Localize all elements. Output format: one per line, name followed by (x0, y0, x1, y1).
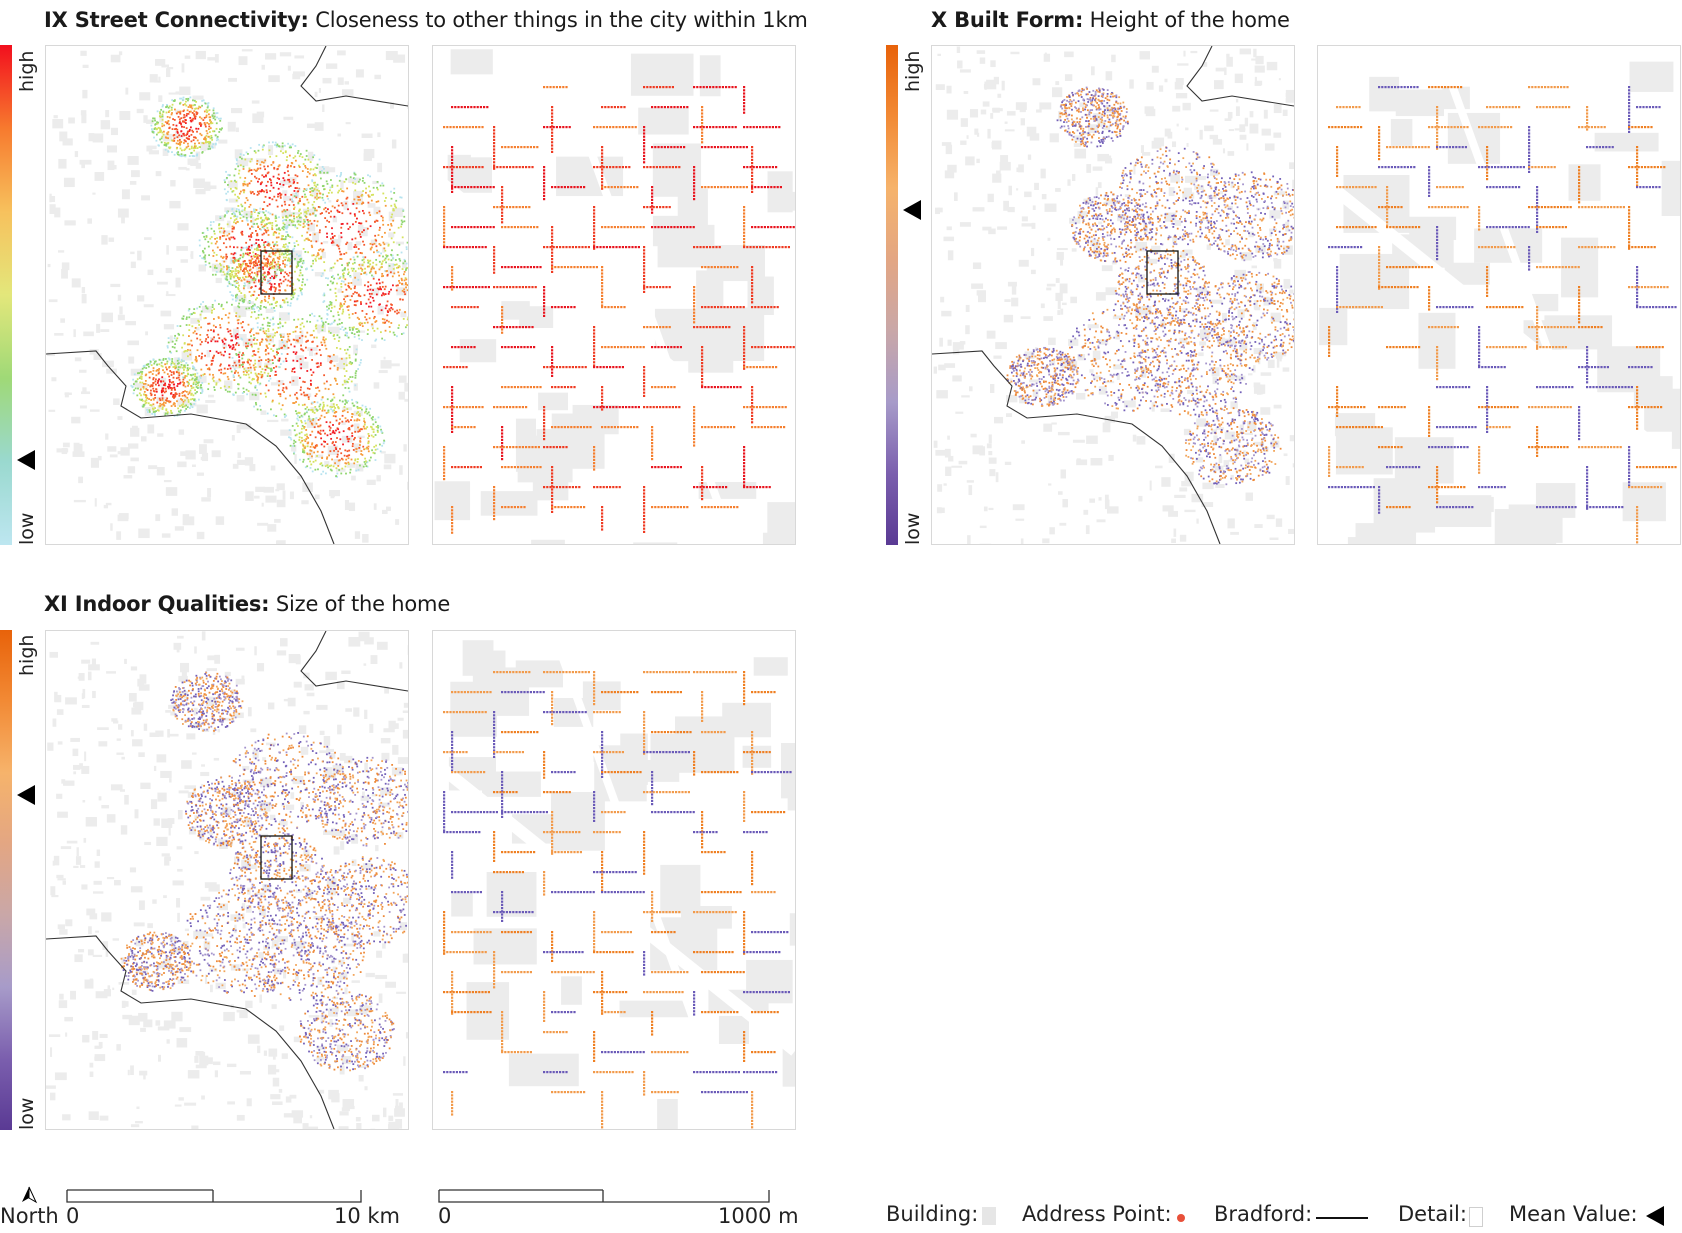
legend-bradford-line (1316, 1217, 1368, 1219)
legend-address-point-label: Address Point: (1022, 1202, 1172, 1226)
detail-scale-start: 0 (438, 1204, 452, 1228)
mean-value-marker (17, 450, 35, 470)
panel-title-street-connectivity: IX Street Connectivity: Closeness to oth… (44, 8, 808, 32)
detail-map-built-form (1317, 45, 1681, 545)
legend-address-point-icon (1177, 1214, 1185, 1222)
ramp-label-high: high (16, 634, 38, 676)
city-scale-end: 10 km (334, 1204, 401, 1228)
panel-title-built-form: X Built Form: Height of the home (931, 8, 1290, 32)
color-ramp-street-connectivity (0, 45, 12, 545)
ramp-label-low: low (902, 512, 924, 545)
detail-scale-end: 1000 m (718, 1204, 799, 1228)
mean-value-marker (903, 200, 921, 220)
north-label: North (0, 1204, 59, 1228)
ramp-label-low: low (16, 1097, 38, 1130)
ramp-label-high: high (902, 50, 924, 92)
legend-detail-swatch (1469, 1207, 1483, 1227)
city-scale-bar (66, 1189, 362, 1203)
detail-map-street-connectivity (432, 45, 796, 545)
panel-title-indoor-qualities: XI Indoor Qualities: Size of the home (44, 592, 451, 616)
legend-mean-value-label: Mean Value: (1509, 1202, 1638, 1226)
city-scale-start: 0 (66, 1204, 80, 1228)
color-ramp-built-form (886, 45, 898, 545)
ramp-label-high: high (16, 50, 38, 92)
city-overview-map-street-connectivity (45, 45, 409, 545)
north-arrow-icon (22, 1186, 38, 1204)
mean-value-marker (17, 785, 35, 805)
legend-detail-label: Detail: (1398, 1202, 1467, 1226)
city-overview-map-indoor-qualities (45, 630, 409, 1130)
legend-building-swatch (982, 1207, 996, 1225)
detail-scale-bar (438, 1189, 770, 1203)
detail-map-indoor-qualities (432, 630, 796, 1130)
legend-building-label: Building: (886, 1202, 979, 1226)
city-overview-map-built-form (931, 45, 1295, 545)
legend-bradford-label: Bradford: (1214, 1202, 1313, 1226)
color-ramp-indoor-qualities (0, 630, 12, 1130)
legend-mean-value-icon (1646, 1206, 1664, 1226)
ramp-label-low: low (16, 512, 38, 545)
